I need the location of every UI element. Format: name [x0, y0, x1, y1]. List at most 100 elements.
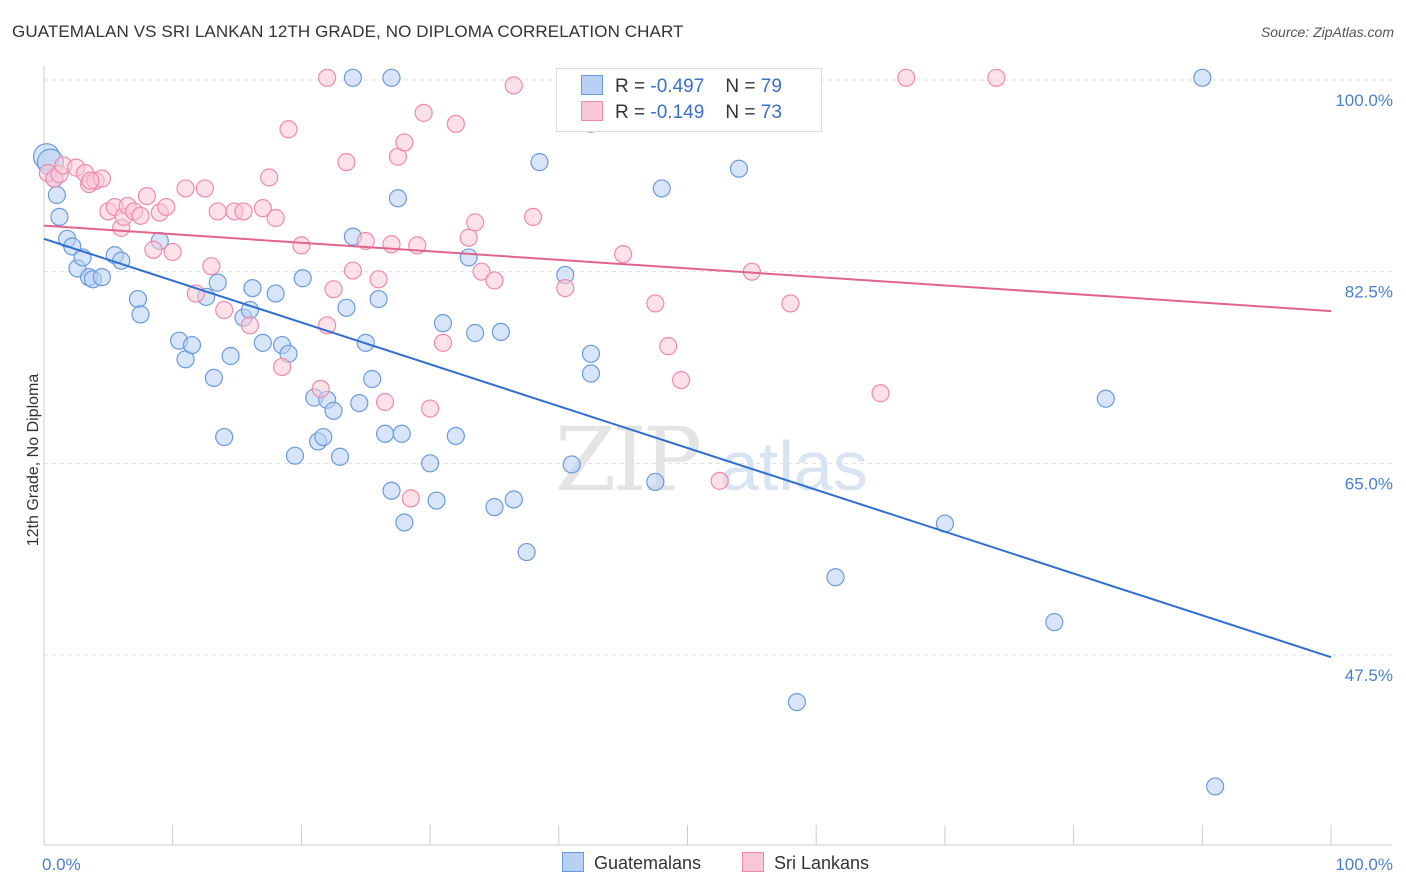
trend-line-sri-lankans [43, 224, 1332, 313]
sri-lankan-point [131, 206, 150, 225]
guatemalan-point [485, 498, 504, 517]
x-tick-labels: 0.0% 100.0% [42, 855, 1393, 874]
guatemalan-point [204, 368, 223, 388]
guatemalan-point [182, 335, 202, 355]
sri-lankan-point [279, 120, 298, 139]
sri-lankan-point [176, 179, 195, 198]
guatemalan-point [208, 273, 227, 292]
guatemalan-point [369, 289, 388, 309]
legend-r-value: -0.497 [650, 76, 705, 97]
sri-lankan-point [987, 68, 1006, 87]
chart-source: Source: ZipAtlas.com [1260, 24, 1394, 40]
sri-lankan-point [646, 294, 665, 313]
guatemalan-point [646, 472, 665, 492]
guatemalan-point [530, 153, 549, 172]
guatemalan-point [343, 68, 362, 87]
x-tick-label-1: 100.0% [1335, 855, 1393, 874]
sri-lankan-point [81, 171, 100, 190]
legend-row-guatemalans: R = -0.497 N = 79 [581, 75, 782, 101]
chart-title: GUATEMALAN VS SRI LANKAN 12TH GRADE, NO … [12, 22, 684, 41]
guatemalan-point [1193, 68, 1212, 87]
y-tick-label-1: 82.5% [1345, 283, 1393, 302]
legend-swatch-sri-lankans [742, 852, 764, 872]
gridlines [44, 79, 1392, 656]
y-tick-label-2: 65.0% [1345, 474, 1393, 493]
watermark: ZIP atlas [555, 408, 868, 511]
guatemalan-point [375, 424, 395, 443]
guatemalan-point [1096, 389, 1115, 408]
guatemalan-point [421, 454, 440, 473]
guatemalan-point [50, 207, 69, 227]
sri-lankan-point [163, 242, 182, 262]
legend-n-label: N = [725, 102, 756, 123]
guatemalan-point [131, 305, 150, 324]
guatemalan-point [466, 323, 485, 343]
sri-lankan-point [710, 471, 729, 490]
sri-lankan-point [324, 280, 343, 299]
sri-lankan-point [781, 294, 800, 313]
sri-lankan-point [318, 68, 337, 87]
sri-lankan-point [311, 379, 330, 398]
guatemalan-point [787, 692, 806, 712]
sri-lankan-point [144, 240, 163, 259]
guatemalan-point [253, 333, 272, 352]
guatemalan-point [491, 322, 510, 342]
y-tick-label-3: 47.5% [1345, 666, 1393, 685]
guatemalan-point [266, 284, 285, 303]
guatemalan-point [330, 447, 350, 466]
guatemalan-point [337, 298, 356, 317]
sri-lankan-point [369, 270, 388, 289]
sri-lankan-point [897, 68, 916, 87]
legend-r-label: R = [615, 102, 646, 123]
guatemalan-point [581, 344, 601, 363]
sri-lankan-point [195, 179, 214, 198]
sri-lankan-point [260, 168, 279, 187]
guatemalan-point [243, 278, 262, 298]
legend-swatch-guatemalans [581, 75, 603, 95]
legend-swatch-sri-lankans [581, 101, 603, 121]
svg-text:ZIP: ZIP [555, 408, 700, 511]
guatemalan-point [395, 513, 414, 532]
sri-lankan-point [337, 153, 356, 172]
sri-lankan-point [433, 333, 453, 352]
stats-legend: R = -0.497 N = 79 R = -0.149 N = 73 [556, 68, 822, 132]
sri-lankan-point [414, 103, 433, 122]
guatemalan-point [504, 490, 523, 509]
sri-lankan-point [659, 337, 678, 356]
legend-swatch-guatemalans [562, 852, 584, 872]
sri-lankan-point [356, 231, 375, 251]
y-tick-labels: 100.0% 82.5% 65.0% 47.5% [1335, 91, 1393, 685]
sri-lankan-point [137, 186, 157, 206]
guatemalan-point [92, 268, 112, 287]
sri-lankan-point [375, 392, 395, 412]
sri-lankan-point [523, 207, 543, 227]
sri-lankan-point [266, 208, 285, 228]
guatemalan-point [293, 269, 312, 288]
guatemalan-point [562, 455, 581, 474]
sri-lankan-point [504, 76, 523, 95]
trend-line-guatemalans [43, 237, 1332, 659]
guatemalan-point [128, 289, 148, 309]
sri-lankan-point [215, 300, 234, 320]
sri-lankan-point [446, 114, 465, 133]
sri-lankan-point [395, 133, 414, 152]
legend-r-label: R = [615, 76, 646, 97]
guatemalan-point [1045, 613, 1064, 632]
series-legend-guatemalans[interactable]: Guatemalans [562, 852, 701, 874]
guatemalan-point [652, 179, 671, 198]
legend-r-value: -0.149 [650, 102, 705, 123]
legend-label-guatemalans: Guatemalans [594, 853, 702, 873]
guatemalan-point [382, 481, 401, 500]
sri-lankan-point [614, 245, 633, 264]
legend-n-label: N = [725, 76, 756, 97]
guatemalan-point [1206, 777, 1225, 796]
guatemalan-point [392, 424, 411, 443]
legend-row-sri-lankans: R = -0.149 N = 73 [581, 101, 782, 127]
guatemalan-point [350, 393, 369, 413]
sri-lankan-point [472, 262, 491, 281]
legend-n-value: 79 [760, 76, 782, 97]
sri-lankan-point [157, 197, 176, 217]
series-legend-sri-lankans[interactable]: Sri Lankans [742, 852, 869, 874]
series-sri-lankans [38, 68, 1006, 508]
